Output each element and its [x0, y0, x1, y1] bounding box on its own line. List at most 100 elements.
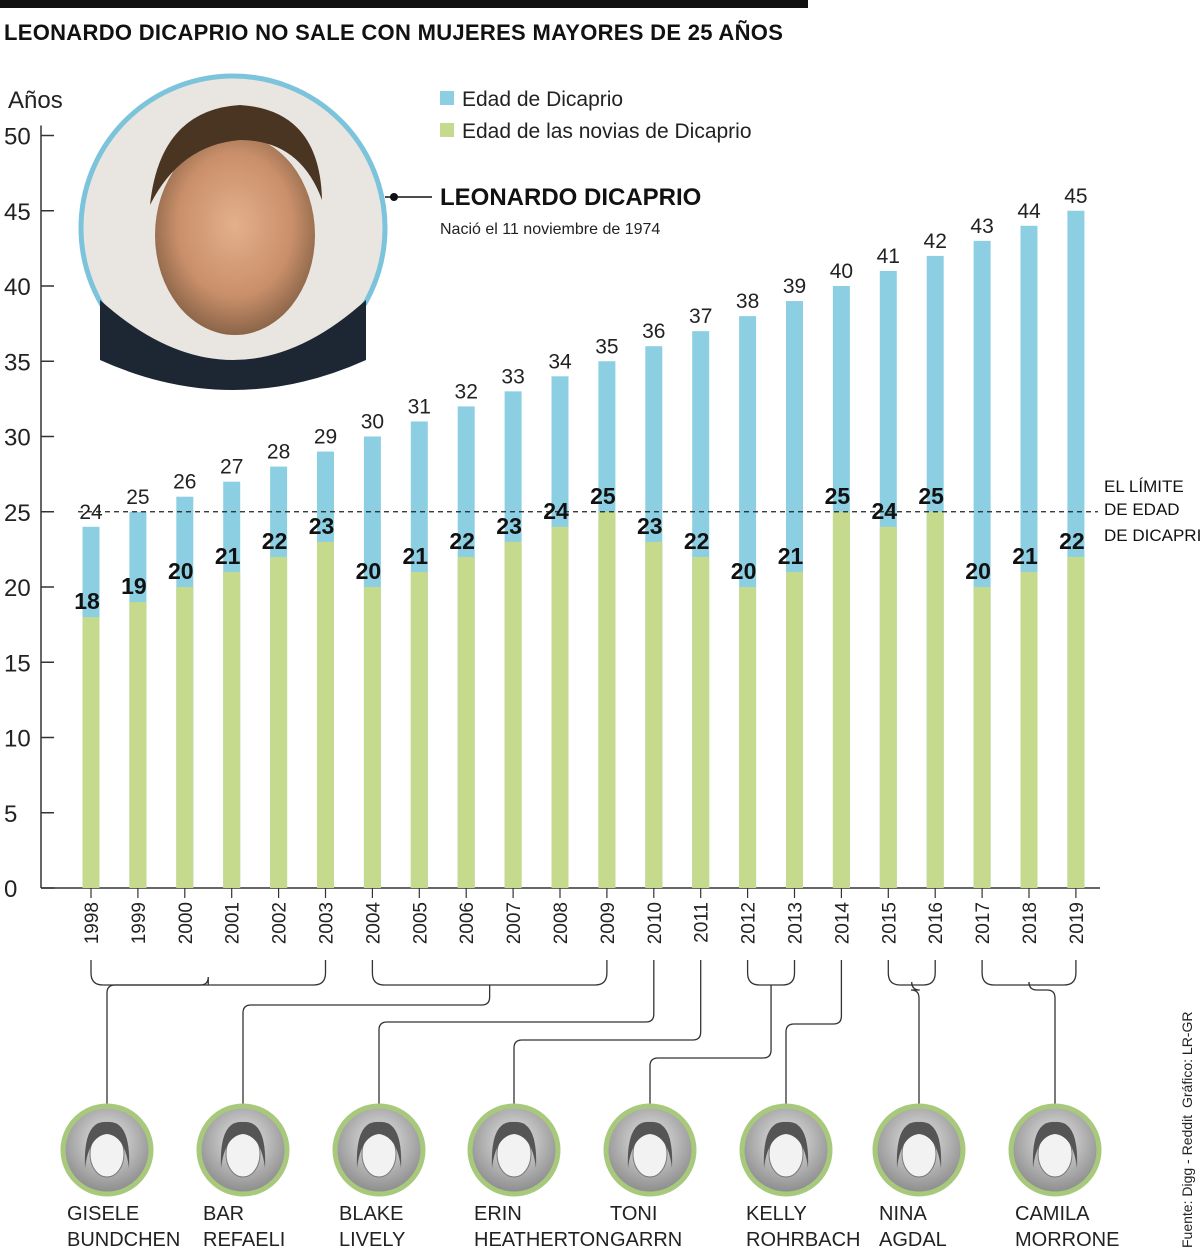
girlfriend-first-name: BAR	[203, 1203, 244, 1225]
girlfriend-last-name: LIVELY	[339, 1229, 405, 1251]
label-dicaprio-2012: 38	[736, 290, 759, 313]
girlfriend-first-name: NINA	[879, 1203, 927, 1225]
bar-girlfriend-2015	[879, 526, 897, 888]
bar-girlfriend-2016	[926, 511, 944, 888]
label-dicaprio-2005: 31	[408, 395, 431, 418]
portrait-refaeli: BAR REFAELI	[196, 1103, 290, 1251]
x-tick-label: 2017	[973, 902, 994, 944]
portrait-morrone: CAMILA MORRONE	[1008, 1103, 1119, 1251]
label-girlfriend-2009: 25	[590, 483, 616, 509]
x-tick-label: 2002	[270, 902, 291, 944]
girlfriend-first-name: BLAKE	[339, 1203, 403, 1225]
age-limit-label-1: EL LÍMITE	[1104, 477, 1184, 496]
age-limit-label: EL LÍMITE DE EDAD DE DICAPRIO	[1104, 477, 1200, 545]
label-dicaprio-2006: 32	[455, 380, 478, 403]
portrait-heatherton: ERIN HEATHERTON	[467, 1103, 610, 1251]
label-girlfriend-2017: 20	[965, 558, 991, 584]
bars	[82, 210, 1085, 889]
label-dicaprio-1998: 24	[79, 501, 103, 524]
bar-girlfriend-1999	[129, 602, 147, 888]
label-dicaprio-2009: 35	[595, 335, 618, 358]
portrait-bundchen: GISELE BUNDCHEN	[60, 1103, 180, 1251]
bar-girlfriend-2010	[645, 541, 663, 888]
girlfriend-last-name: MORRONE	[1015, 1229, 1119, 1251]
portrait-hair	[150, 105, 322, 205]
bar-girlfriend-2002	[270, 556, 288, 888]
portrait-agdal: NINA AGDAL	[872, 1103, 966, 1251]
bracket-agdal	[887, 960, 936, 986]
bar-girlfriend-2006	[457, 556, 475, 888]
legend-swatch-dicaprio	[440, 91, 454, 105]
y-tick-label: 30	[4, 425, 31, 452]
connector-lively	[378, 1013, 655, 1106]
bar-girlfriend-2009	[598, 511, 616, 888]
connector-rohrbach	[785, 1015, 843, 1106]
x-tick-label: 2019	[1067, 902, 1088, 944]
bar-girlfriend-2003	[317, 541, 334, 888]
x-tick-label: 2006	[457, 902, 478, 944]
label-girlfriend-2011: 22	[684, 528, 710, 554]
title-rule	[0, 0, 808, 8]
legend-label-girlfriends: Edad de las novias de Dicaprio	[462, 120, 752, 143]
x-tick-label: 2016	[926, 902, 947, 944]
label-girlfriend-2002: 22	[262, 528, 288, 554]
x-tick-label: 2010	[645, 902, 666, 944]
girlfriend-portraits: GISELE BUNDCHEN BAR REFAELI BLAKE LIVELY ERIN H…	[60, 1103, 1119, 1251]
label-dicaprio-2019: 45	[1064, 185, 1087, 208]
x-tick-label: 2000	[176, 902, 197, 944]
connector-bundchen	[106, 976, 209, 1106]
bar-girlfriend-2013	[786, 571, 803, 888]
label-girlfriend-2016: 25	[918, 483, 944, 509]
label-girlfriend-2003: 23	[309, 513, 335, 539]
portrait-hair	[491, 1121, 537, 1168]
credit-grafico: Gráfico: LR-GR	[1179, 1012, 1195, 1108]
y-tick-label: 10	[4, 726, 31, 753]
x-tick-label: 2004	[363, 902, 384, 945]
bar-girlfriend-1998	[82, 617, 100, 888]
label-girlfriend-2018: 21	[1012, 543, 1038, 569]
label-girlfriend-2007: 23	[496, 513, 522, 539]
bar-girlfriend-2007	[504, 541, 522, 888]
portrait-pointer-dot	[390, 193, 398, 201]
bar-girlfriend-2017	[973, 587, 991, 888]
label-girlfriend-2001: 21	[215, 543, 241, 569]
connector-garrn	[649, 985, 772, 1106]
portrait-hair	[1032, 1121, 1078, 1168]
portrait-name: LEONARDO DICAPRIO	[440, 184, 701, 211]
portrait-hair	[896, 1121, 942, 1168]
credit-fuente: Fuente: Digg - Reddit	[1179, 1115, 1195, 1248]
girlfriend-last-name: HEATHERTON	[474, 1229, 610, 1251]
legend: Edad de Dicaprio Edad de las novias de D…	[440, 88, 752, 143]
girlfriend-last-name: AGDAL	[879, 1229, 947, 1251]
girlfriend-first-name: TONI	[610, 1203, 657, 1225]
portrait-hair	[356, 1121, 402, 1168]
x-tick-label: 2001	[223, 902, 244, 944]
legend-label-dicaprio: Edad de Dicaprio	[462, 88, 623, 111]
bar-girlfriend-2005	[410, 571, 428, 888]
x-tick-label: 1999	[129, 902, 150, 944]
label-dicaprio-1999: 25	[126, 486, 149, 509]
bar-girlfriend-2014	[832, 511, 850, 888]
age-limit-label-2: DE EDAD	[1104, 500, 1180, 519]
x-tick-label: 2012	[739, 902, 760, 944]
label-girlfriend-2005: 21	[403, 543, 429, 569]
label-dicaprio-2018: 44	[1017, 200, 1041, 223]
label-dicaprio-2015: 41	[877, 245, 900, 268]
connector-morrone	[1028, 981, 1056, 1106]
x-axis: 1998 1999 2000 2001 2002 2003 2004 2005 2006 2007…	[41, 887, 1100, 945]
portrait-hair	[627, 1121, 673, 1168]
bar-girlfriend-2000	[176, 587, 194, 888]
y-tick-label: 35	[4, 349, 31, 376]
y-tick-label: 25	[4, 500, 31, 527]
x-tick-label: 2007	[504, 902, 525, 944]
y-tick-label: 20	[4, 575, 31, 602]
label-dicaprio-2017: 43	[970, 215, 993, 238]
label-dicaprio-2013: 39	[783, 275, 806, 298]
girlfriend-first-name: GISELE	[67, 1203, 139, 1225]
connector-refaeli	[242, 985, 491, 1106]
portrait-born: Nació el 11 noviembre de 1974	[440, 221, 660, 238]
x-tick-label: 1998	[82, 902, 103, 944]
x-tick-label: 2008	[551, 902, 572, 944]
girlfriend-first-name: KELLY	[746, 1203, 807, 1225]
